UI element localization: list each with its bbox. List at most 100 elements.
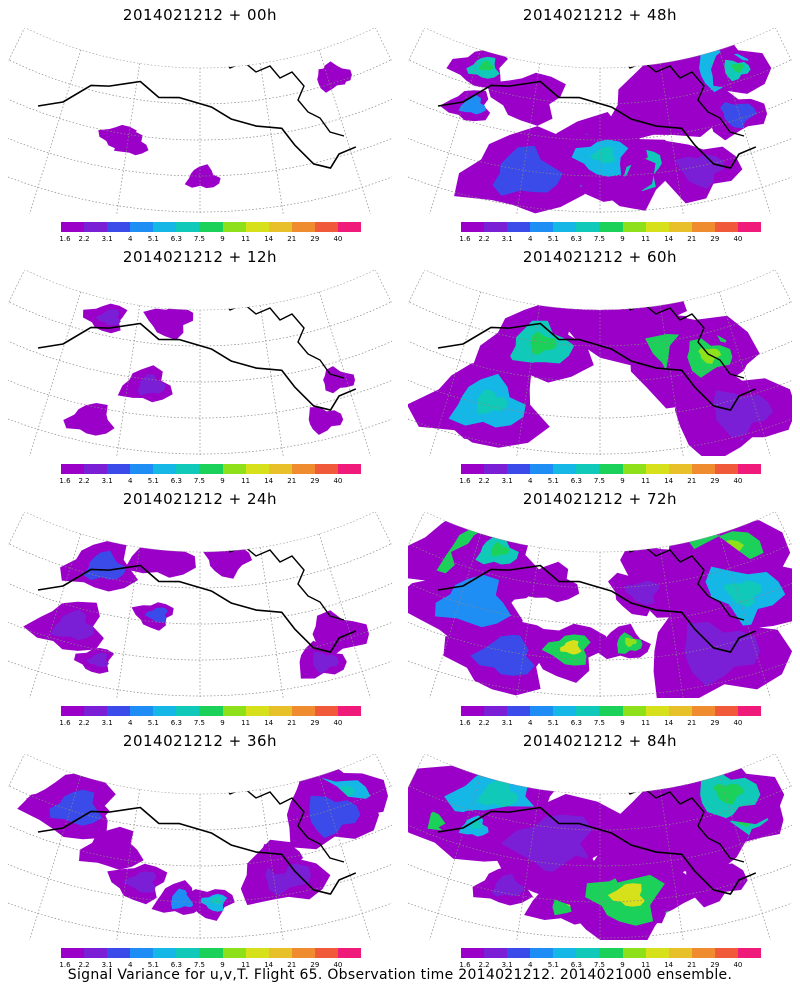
colorbar-swatch <box>84 464 108 474</box>
colorbar <box>461 222 762 232</box>
colorbar-tick-label: 11 <box>241 719 251 727</box>
colorbar-tick-label: 6.3 <box>170 477 182 485</box>
colorbar-swatch <box>530 222 554 232</box>
colorbar-tick-label: 40 <box>733 477 743 485</box>
latitude-line <box>408 349 792 419</box>
panel-title: 2014021212 + 24h <box>122 490 278 508</box>
colorbar-tick-label: 9 <box>220 961 225 969</box>
colorbar-tick-label: 3.1 <box>501 961 513 969</box>
variance-core <box>83 550 127 581</box>
variance-core <box>491 873 525 897</box>
colorbar-swatch <box>130 464 154 474</box>
colorbar-swatch <box>199 222 223 232</box>
forecast-panel: 2014021212 + 84h 1.6 2.2 3.1 4 5.1 6.3 7.5 9 11 14… <box>400 726 800 969</box>
colorbar-tick-label: 5.1 <box>547 719 559 727</box>
colorbar-swatch <box>668 948 692 958</box>
variance-core <box>458 95 487 115</box>
colorbar-tick-label: 21 <box>687 477 697 485</box>
coastline <box>207 773 345 863</box>
colorbar-tick-label: 14 <box>264 961 274 969</box>
colorbar-swatch <box>599 948 623 958</box>
variance-region <box>604 780 750 883</box>
colorbar-swatch <box>714 222 738 232</box>
latitude-line <box>408 76 792 141</box>
colorbar-swatch <box>61 464 85 474</box>
colorbar-swatch <box>737 948 762 958</box>
panel-title: 2014021212 + 48h <box>522 6 678 24</box>
variance-peak <box>476 778 519 808</box>
variance-peak <box>723 580 762 608</box>
colorbar-swatch <box>484 464 508 474</box>
colorbar-swatch <box>484 948 508 958</box>
colorbar-swatch <box>337 222 362 232</box>
variance-peak <box>560 640 582 655</box>
colorbar-swatch <box>153 706 177 716</box>
colorbar-swatch <box>107 706 131 716</box>
colorbar-tick-label: 6.3 <box>170 719 182 727</box>
colorbar-swatch <box>484 222 508 232</box>
colorbar-swatch <box>84 948 108 958</box>
colorbar-tick-label: 40 <box>333 719 343 727</box>
colorbar-tick-label: 3.1 <box>101 961 113 969</box>
longitude-line <box>8 28 25 190</box>
colorbar-tick-label: 3.1 <box>101 719 113 727</box>
colorbar-tick-label: 2.2 <box>78 477 90 485</box>
colorbar-swatch <box>153 222 177 232</box>
colorbar-tick-label: 2.2 <box>478 235 490 243</box>
colorbar-swatch <box>599 222 623 232</box>
colorbar-tick-label: 3.1 <box>501 719 513 727</box>
forecast-panel: 2014021212 + 00h 1.6 2.2 3.1 4 5.1 6.3 7.5 9 11 14… <box>0 0 400 243</box>
colorbar-swatch <box>222 222 246 232</box>
colorbar-swatch <box>314 706 338 716</box>
variance-core <box>500 814 593 873</box>
colorbar-tick-label: 21 <box>687 719 697 727</box>
colorbar-tick-label: 21 <box>687 235 697 243</box>
colorbar-swatch <box>245 948 269 958</box>
colorbar-swatch <box>199 706 223 716</box>
colorbar-tick-label: 9 <box>220 719 225 727</box>
colorbar-tick-label: 5.1 <box>147 477 159 485</box>
colorbar-swatch <box>461 222 485 232</box>
colorbar-swatch <box>507 948 531 958</box>
colorbar-tick-label: 29 <box>310 235 320 243</box>
colorbar-tick-label: 4 <box>527 477 533 485</box>
colorbar-tick-label: 5.1 <box>147 961 159 969</box>
variance-core <box>171 888 197 910</box>
colorbar <box>61 706 362 716</box>
colorbar <box>461 464 762 474</box>
colorbar-tick-label: 21 <box>287 235 297 243</box>
variance-core <box>137 374 167 396</box>
colorbar-swatch <box>599 706 623 716</box>
colorbar-tick-label: 29 <box>310 961 320 969</box>
colorbar-tick-label: 1.6 <box>59 235 71 243</box>
variance-region <box>63 403 115 436</box>
colorbar-swatch <box>176 948 200 958</box>
colorbar-swatch <box>507 706 531 716</box>
latitude-line <box>408 107 792 177</box>
colorbar-swatch <box>245 222 269 232</box>
longitude-line <box>408 28 425 190</box>
colorbar-swatch <box>199 464 223 474</box>
colorbar-tick-label: 5.1 <box>147 719 159 727</box>
longitude-line <box>8 512 25 674</box>
colorbar-swatch <box>530 464 554 474</box>
panel-title: 2014021212 + 00h <box>122 6 278 24</box>
colorbar-swatch <box>84 222 108 232</box>
colorbar <box>61 464 362 474</box>
longitude-line <box>259 305 288 456</box>
latitude-line <box>8 76 392 141</box>
colorbar-tick-label: 6.3 <box>570 961 582 969</box>
colorbar-swatch <box>737 222 762 232</box>
colorbar-tick-label: 7.5 <box>593 235 606 243</box>
colorbar-ticks: 1.6 2.2 3.1 4 5.1 6.3 7.5 9 11 14 21 29 40 <box>59 477 361 487</box>
longitude-line <box>26 291 82 456</box>
colorbar-swatch <box>576 222 600 232</box>
variance-peak <box>607 883 645 907</box>
colorbar-swatch <box>84 706 108 716</box>
variance-region <box>308 407 344 435</box>
colorbar-swatch <box>245 706 269 716</box>
colorbar-swatch <box>107 948 131 958</box>
longitude-line <box>375 754 392 916</box>
colorbar-swatch <box>576 706 600 716</box>
colorbar-swatch <box>553 464 577 474</box>
